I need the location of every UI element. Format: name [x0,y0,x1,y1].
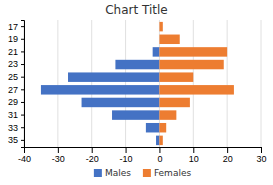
y-tick: 27 [8,85,24,95]
y-tick-mark [21,115,24,116]
y-tick-label: 21 [8,47,18,57]
gridline [125,20,126,147]
x-tick-label: -40 [18,154,31,164]
x-tick-mark [159,147,160,153]
x-tick-label: -30 [52,154,65,164]
y-tick-label: 25 [8,72,18,82]
y-tick-mark [21,39,24,40]
y-tick-mark [21,26,24,27]
y-tick-label: 35 [8,135,18,145]
y-tick-label: 31 [8,110,18,120]
title: Chart Title [105,3,168,17]
bar-series [159,22,233,145]
bar [159,110,176,119]
y-axis-line [21,21,25,148]
legend-label: Males [105,168,131,178]
bar [156,136,159,145]
bar [41,85,160,94]
y-tick-label: 27 [8,85,18,95]
y-tick: 19 [8,34,24,44]
y-tick-label: 19 [8,34,18,44]
x-tick-mark [261,147,262,153]
bar [112,110,159,119]
plot-area: -40 -30 -20 -10 0 10 20 30 35 33 31 29 27 25 23 21 19 17 [8,20,267,164]
y-tick-mark [21,127,24,128]
y-tick: 35 [8,135,24,145]
x-tick: -20 [86,147,99,164]
bar-series [41,47,160,145]
y-tick-label: 17 [8,22,18,32]
y-tick: 29 [8,97,24,107]
x-tick-label: 20 [223,154,233,164]
bar [159,35,179,44]
x-tick-mark [227,147,228,153]
x-tick-mark [126,147,127,153]
x-tick-mark [193,147,194,153]
bar [146,123,160,132]
gridline [193,20,194,147]
bar [159,60,223,69]
x-tick: 20 [223,147,233,164]
bar [159,123,166,132]
y-tick-mark [21,77,24,78]
x-tick: -30 [52,147,65,164]
x-tick-label: 0 [157,154,162,164]
x-tick-label: -20 [86,154,99,164]
y-tick-label: 29 [8,97,18,107]
bar [159,47,227,56]
bar [82,98,160,107]
y-axis: 35 33 31 29 27 25 23 21 19 17 [8,21,25,148]
chart: -40 -30 -20 -10 0 10 20 30 35 33 31 29 27 25 23 21 19 17 C… [0,0,273,185]
x-tick-label: 30 [256,154,266,164]
x-tick: 0 [157,147,162,164]
x-tick: 30 [256,147,266,164]
y-tick-mark [21,51,24,52]
bar [159,98,189,107]
bar [159,85,233,94]
gridline [91,20,92,147]
bar [68,72,159,81]
gridline [227,20,228,147]
gridline [261,20,262,147]
y-tick-mark [21,140,24,141]
y-tick-mark [21,102,24,103]
bar [159,72,193,81]
bars [41,22,234,145]
bar [159,136,162,145]
x-tick-label: -10 [120,154,133,164]
grid [24,20,261,147]
y-tick: 31 [8,110,24,120]
legend-item: Females [143,168,192,178]
legend: Males Females [94,168,192,178]
legend-label: Females [154,168,192,178]
x-tick: 10 [189,147,199,164]
legend-swatch [94,169,102,177]
y-tick: 21 [8,47,24,57]
y-tick: 33 [8,123,24,133]
x-tick-mark [58,147,59,153]
y-tick-mark [21,64,24,65]
x-axis-line [25,148,262,154]
legend-swatch [143,169,151,177]
bar [159,22,162,31]
y-tick: 17 [8,22,24,32]
bar [115,60,159,69]
x-tick-label: 10 [189,154,199,164]
x-tick-mark [92,147,93,153]
y-tick-label: 23 [8,59,18,69]
y-tick-mark [21,89,24,90]
gridline [57,20,58,147]
y-tick: 23 [8,59,24,69]
x-tick: -40 [18,147,31,164]
x-tick: -10 [120,147,133,164]
bar [153,47,160,56]
y-tick: 25 [8,72,24,82]
x-axis: -40 -30 -20 -10 0 10 20 30 [18,147,267,164]
y-tick-label: 33 [8,123,18,133]
legend-item: Males [94,168,131,178]
